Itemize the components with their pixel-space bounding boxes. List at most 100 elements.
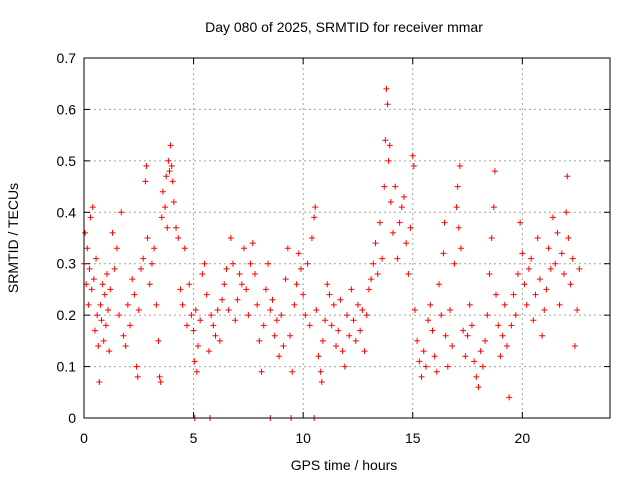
data-point — [184, 322, 191, 329]
data-point — [427, 301, 434, 308]
data-point — [339, 348, 346, 355]
x-tick-label: 15 — [405, 430, 421, 446]
data-point — [525, 265, 532, 272]
data-point — [333, 343, 340, 349]
data-point — [328, 322, 335, 329]
data-point — [113, 245, 120, 252]
data-point — [90, 276, 97, 283]
data-point — [156, 373, 163, 380]
data-point — [462, 353, 469, 360]
data-point — [311, 214, 318, 221]
data-point — [335, 327, 342, 334]
data-point — [133, 363, 140, 370]
data-point — [282, 276, 289, 283]
data-point — [166, 168, 173, 175]
data-point — [482, 337, 489, 344]
data-point — [441, 219, 448, 226]
data-point — [344, 312, 350, 319]
y-tick-label: 0.7 — [57, 50, 77, 66]
data-point — [392, 183, 399, 190]
data-point — [247, 260, 254, 267]
data-point — [124, 301, 131, 308]
data-point — [101, 291, 108, 298]
data-point — [541, 307, 548, 313]
data-point — [447, 307, 454, 313]
y-tick-label: 0.1 — [57, 359, 77, 375]
data-point — [197, 317, 204, 324]
data-point — [165, 157, 172, 164]
data-point — [157, 379, 164, 385]
data-point — [416, 358, 423, 365]
data-point — [163, 173, 170, 180]
data-point — [521, 281, 528, 288]
data-point — [254, 301, 261, 308]
data-point — [569, 255, 576, 262]
data-point — [106, 348, 113, 355]
data-point — [341, 363, 348, 370]
data-point — [433, 368, 440, 375]
x-tick-label: 20 — [515, 430, 531, 446]
data-point — [374, 271, 381, 277]
data-point — [381, 183, 388, 190]
data-point — [284, 245, 291, 252]
data-points — [81, 85, 583, 421]
data-point — [89, 204, 96, 211]
data-point — [142, 178, 149, 185]
data-point — [394, 255, 401, 262]
y-tick-label: 0.6 — [57, 101, 77, 117]
data-point — [365, 286, 372, 293]
data-point — [140, 255, 147, 262]
data-point — [508, 322, 515, 329]
data-point — [438, 312, 445, 319]
data-point — [486, 271, 493, 277]
data-point — [159, 188, 166, 195]
data-point — [376, 219, 383, 226]
data-point — [96, 379, 103, 385]
data-point — [495, 322, 502, 329]
data-point — [464, 332, 471, 339]
data-point — [293, 281, 300, 288]
data-point — [306, 322, 313, 329]
y-tick-label: 0.4 — [57, 204, 77, 220]
data-point — [337, 296, 344, 303]
data-point — [188, 312, 195, 319]
data-point — [383, 85, 390, 92]
data-point — [499, 332, 506, 339]
data-point — [155, 337, 162, 344]
data-point — [203, 291, 210, 298]
data-point — [216, 337, 223, 344]
x-tick-label: 0 — [80, 430, 88, 446]
data-point — [550, 214, 557, 221]
data-point — [289, 368, 296, 375]
data-point — [122, 343, 129, 349]
data-point — [346, 332, 353, 339]
data-point — [456, 163, 463, 169]
data-point — [238, 281, 245, 288]
data-point — [506, 394, 513, 401]
plot-frame — [83, 57, 611, 419]
data-point — [168, 163, 175, 169]
data-point — [265, 260, 272, 267]
x-tick-label: 10 — [295, 430, 311, 446]
y-tick-label: 0.5 — [57, 153, 77, 169]
data-point — [249, 240, 256, 247]
data-point — [317, 368, 324, 375]
data-point — [210, 322, 217, 329]
data-point — [361, 348, 368, 355]
data-point — [208, 312, 215, 319]
data-point — [105, 307, 112, 313]
data-point — [564, 173, 571, 180]
data-point — [118, 209, 125, 216]
data-point — [453, 204, 460, 211]
data-point — [411, 307, 418, 313]
data-point — [359, 307, 366, 313]
data-point — [258, 368, 265, 375]
data-point — [107, 286, 114, 293]
data-point — [98, 317, 105, 324]
data-point — [490, 204, 497, 211]
data-point — [468, 322, 475, 329]
data-point — [523, 301, 530, 308]
data-point — [88, 286, 95, 293]
y-tick-label: 0 — [68, 410, 76, 426]
